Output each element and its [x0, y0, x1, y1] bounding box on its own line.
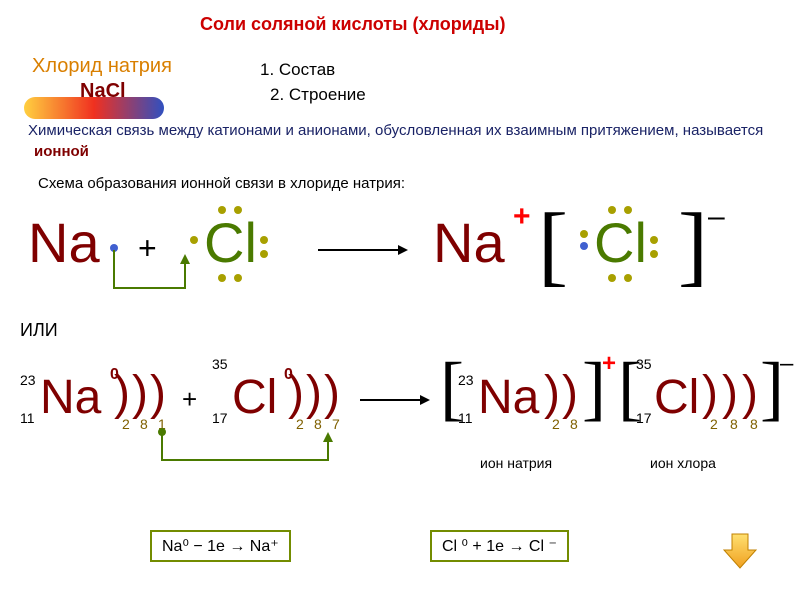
bracket-left: [ [538, 210, 568, 282]
scheme-label: Схема образования ионной связи в хлориде… [38, 175, 405, 192]
shell: ) [132, 366, 148, 421]
e8e: 8 [750, 416, 758, 432]
or-label: ИЛИ [20, 320, 58, 341]
shell: ) [288, 366, 304, 421]
cl-dot [650, 236, 658, 244]
cl-dot [234, 274, 242, 282]
cl-ion-group: Cl [568, 200, 688, 290]
e2b: 2 [296, 416, 304, 432]
na-ion: Na [433, 210, 505, 275]
cl-dot [260, 236, 268, 244]
e2d: 2 [710, 416, 718, 432]
cl-dot [608, 274, 616, 282]
mass-23b: 23 [458, 372, 474, 388]
cl-dot [260, 250, 268, 258]
bohr-row: 23 11 Na 0 ) ) ) 2 8 1 + 35 17 Cl 0 ) ) … [20, 350, 780, 470]
cl-charge: – [708, 200, 725, 234]
cl-dot [650, 250, 658, 258]
na-charge: + [513, 200, 531, 234]
e2c: 2 [552, 416, 560, 432]
z-17: 17 [212, 410, 228, 426]
z-17b: 17 [636, 410, 652, 426]
cl-dot [624, 274, 632, 282]
shell: ) [114, 366, 130, 421]
mass-35: 35 [212, 356, 228, 372]
shell: ) [544, 366, 560, 421]
page-title: Соли соляной кислоты (хлориды) [200, 14, 506, 35]
shell: ) [722, 366, 738, 421]
next-arrow-icon[interactable] [720, 530, 760, 570]
e7: 7 [332, 416, 340, 432]
z-11b: 11 [458, 410, 473, 426]
z-11: 11 [20, 410, 35, 426]
na-atom: Na [28, 210, 100, 275]
cl-atom: Cl [204, 210, 257, 275]
bond-answer: ионной [34, 143, 89, 160]
arrow2 [360, 392, 430, 408]
item2: 2. Строение [270, 85, 366, 105]
cl-dot-blue [580, 242, 588, 250]
cl-ion: Cl [594, 210, 647, 275]
shell: ) [324, 366, 340, 421]
bond-description: Химическая связь между катионами и анион… [28, 120, 768, 162]
cl-dot [190, 236, 198, 244]
bond-text: Химическая связь между катионами и анион… [28, 122, 763, 139]
na-bohr: Na [40, 370, 101, 425]
electron-transfer-arrow [110, 250, 200, 300]
e8: 8 [140, 416, 148, 432]
na-half-reaction: Na⁰ − 1e → Na⁺ [150, 530, 291, 562]
cl-bohr: Cl [232, 370, 277, 425]
ion-cl-label: ион хлора [650, 455, 716, 471]
electron-transfer-bohr [158, 432, 338, 472]
cl-half-reaction: Cl ⁰ + 1e → Cl ⁻ [430, 530, 569, 562]
shell: ) [150, 366, 166, 421]
cl-dot [218, 274, 226, 282]
e2: 2 [122, 416, 130, 432]
mass-23: 23 [20, 372, 36, 388]
reaction-arrow [318, 240, 408, 260]
mass-35b: 35 [636, 356, 652, 372]
cl-dot [580, 230, 588, 238]
ion-na-label: ион натрия [480, 455, 552, 471]
e8c: 8 [570, 416, 578, 432]
e8b: 8 [314, 416, 322, 432]
plus2: + [182, 384, 197, 415]
bracket-right: ] [678, 210, 708, 282]
na-plus-charge: + [602, 350, 616, 378]
e8d: 8 [730, 416, 738, 432]
item1: 1. Состав [260, 60, 335, 80]
cl-ion-bohr: Cl [654, 370, 699, 425]
shell: ) [562, 366, 578, 421]
na-ion-bohr: Na [478, 370, 539, 425]
shell: ) [306, 366, 322, 421]
lewis-row: Na + Cl Na + [ Cl ] – [28, 200, 768, 300]
cl-minus-charge: – [780, 350, 793, 378]
shell: ) [702, 366, 718, 421]
shell: ) [742, 366, 758, 421]
formula: NaCl [80, 80, 126, 103]
